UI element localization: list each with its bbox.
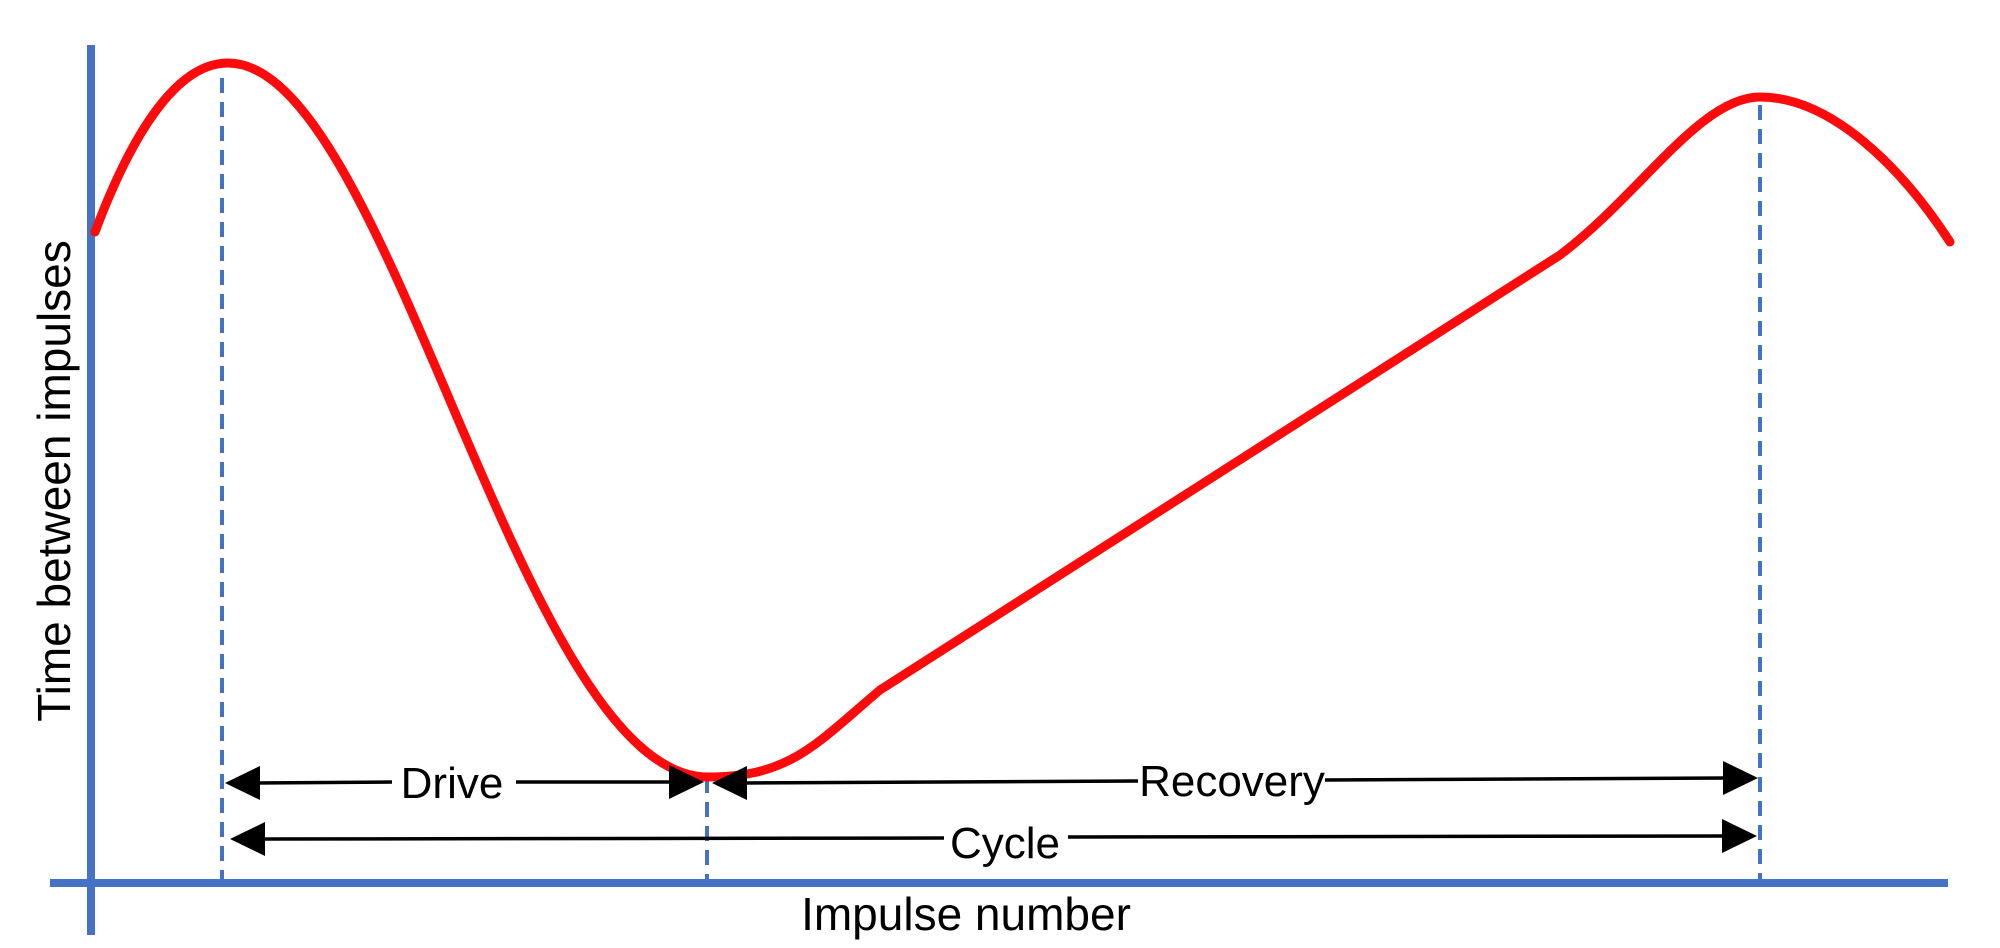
cycle-arrow-line-left bbox=[261, 836, 945, 841]
recovery-arrow-line-right bbox=[1324, 776, 1728, 782]
drive-arrowhead-right-icon bbox=[669, 765, 704, 799]
recovery-arrow-line-left bbox=[743, 779, 1139, 785]
time-between-impulses-curve bbox=[90, 58, 1955, 782]
recovery-arrowhead-right-icon bbox=[1723, 761, 1758, 795]
recovery-label: Recovery bbox=[1139, 757, 1325, 806]
cycle-arrowhead-right-icon bbox=[1722, 819, 1757, 853]
drive-label: Drive bbox=[401, 759, 504, 808]
drive-arrow-line-left bbox=[253, 780, 393, 785]
cycle-arrow-line-right bbox=[1067, 834, 1728, 839]
recovery-arrowhead-left-icon bbox=[712, 766, 747, 800]
y-axis-label: Time between impulses bbox=[28, 240, 80, 722]
cycle-label: Cycle bbox=[950, 819, 1060, 868]
x-axis-label: Impulse number bbox=[801, 888, 1131, 940]
cycle-arrowhead-left-icon bbox=[230, 822, 265, 856]
drive-arrowhead-left-icon bbox=[225, 766, 260, 800]
